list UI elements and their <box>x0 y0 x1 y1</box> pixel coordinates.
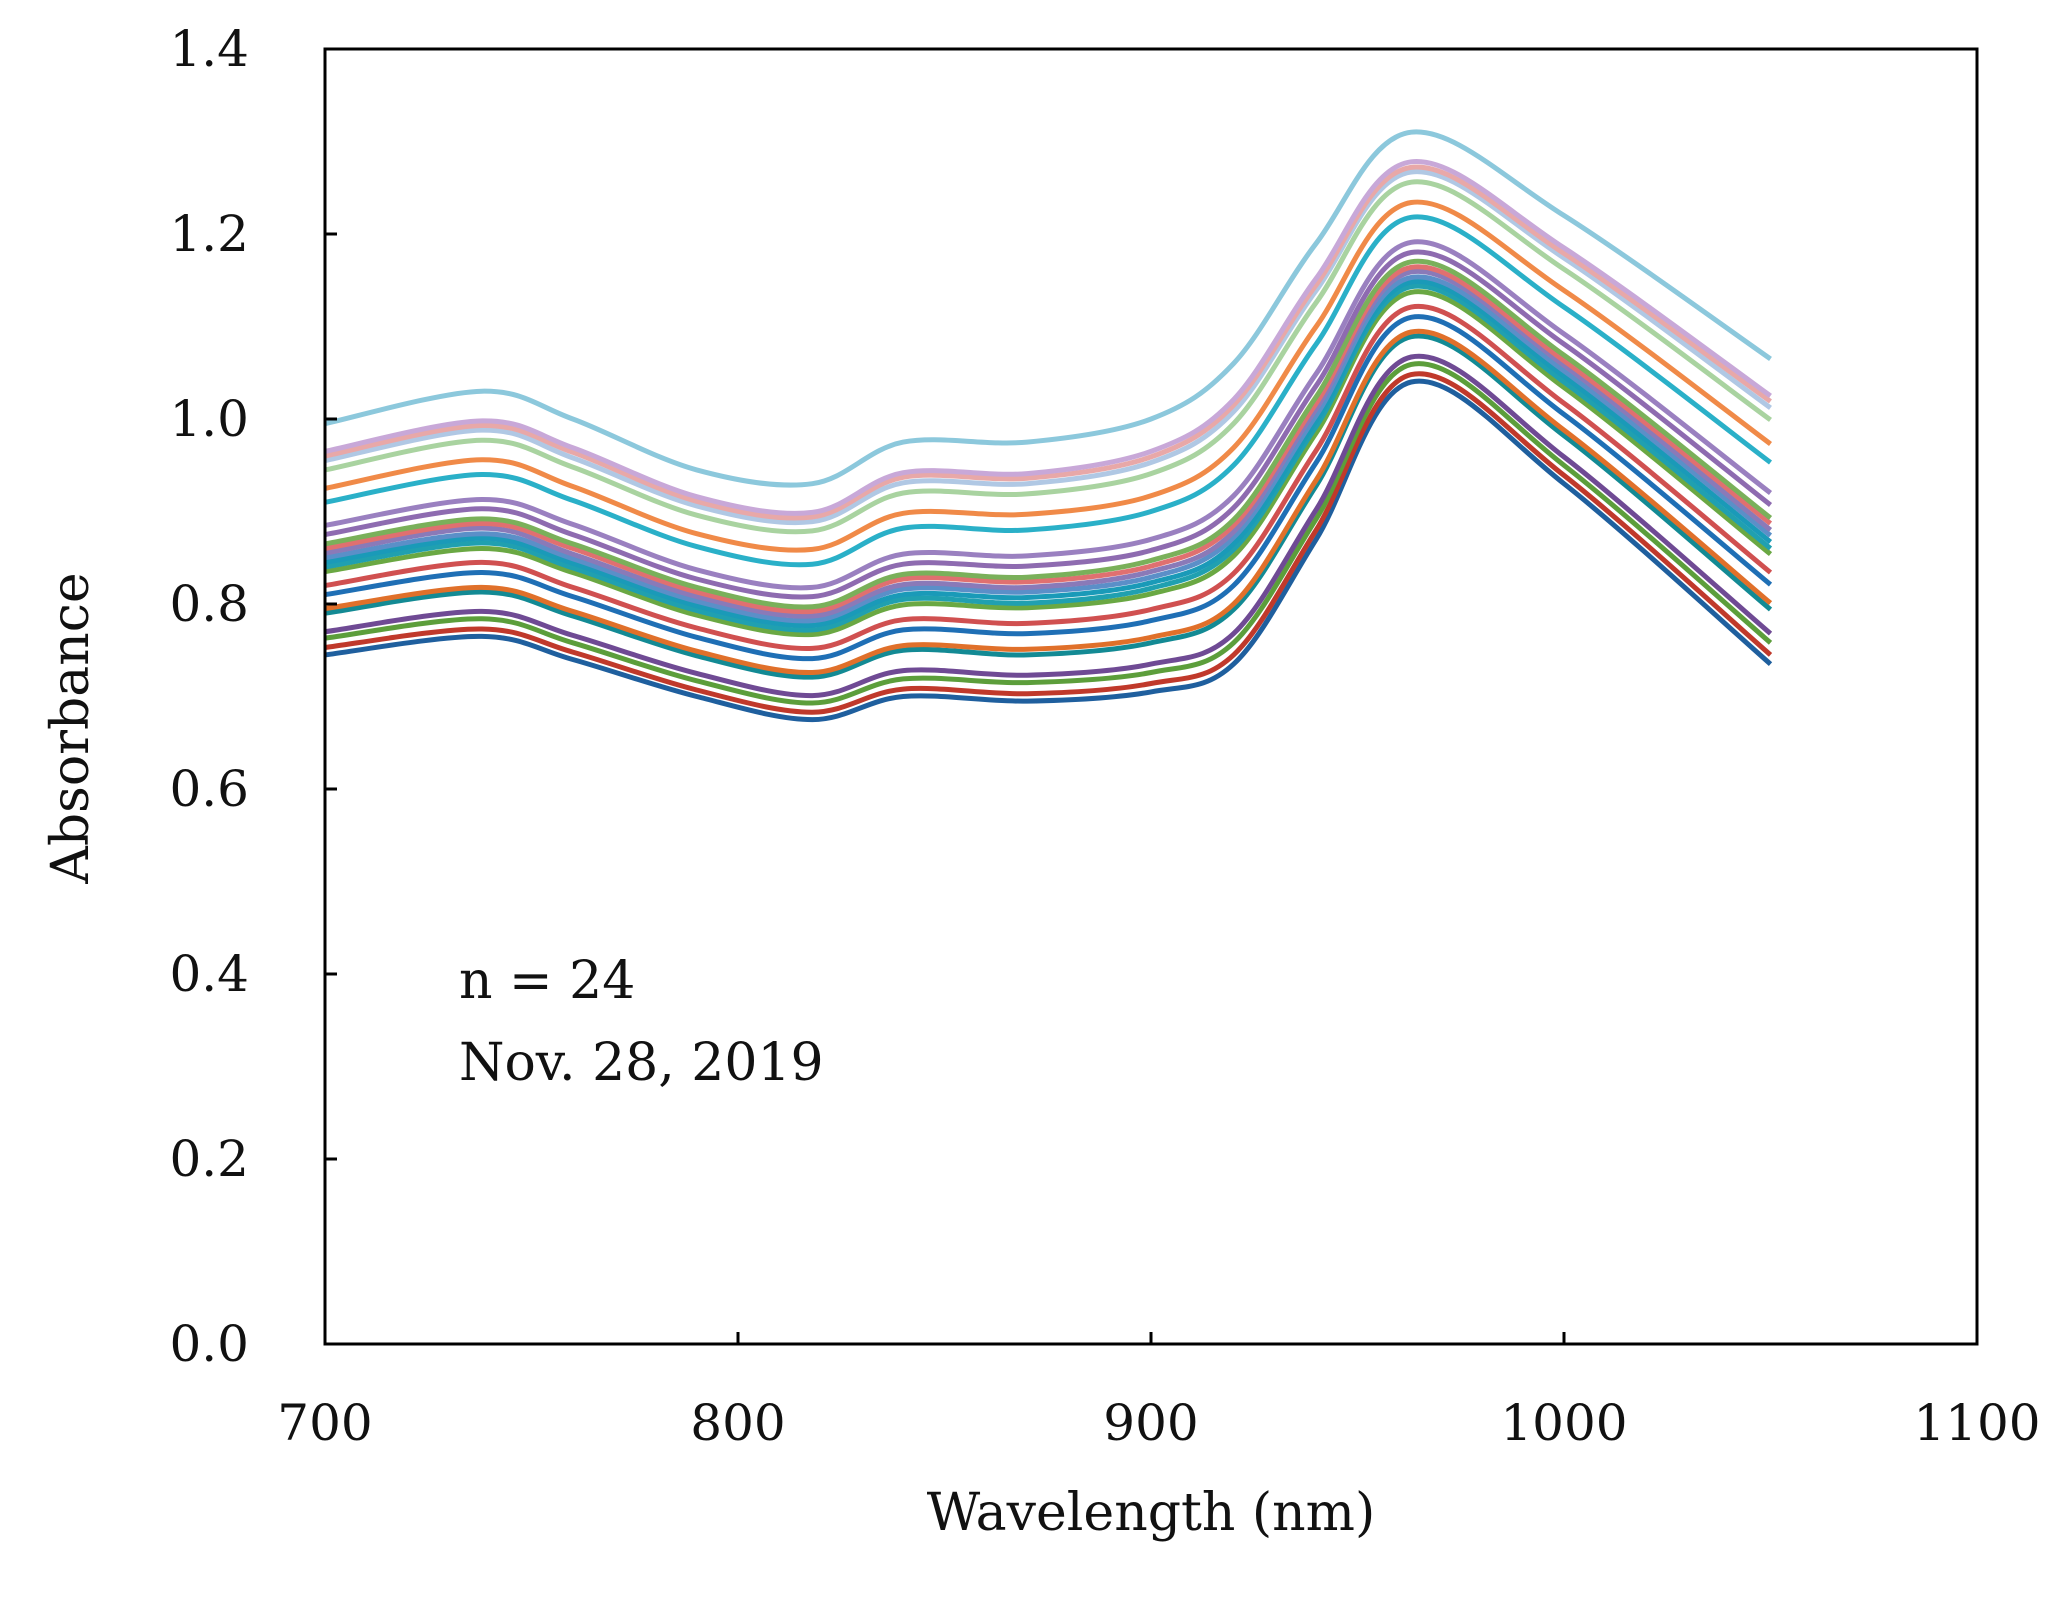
y-tick-label: 0.8 <box>169 575 249 633</box>
series-line-s12 <box>324 274 1773 624</box>
series-line-s4 <box>324 353 1773 699</box>
x-axis-label: Wavelength (nm) <box>927 1483 1376 1543</box>
x-tick-label: 1000 <box>1500 1394 1627 1452</box>
y-tick-label: 0.6 <box>169 760 249 818</box>
y-tick-label: 0.0 <box>169 1315 249 1373</box>
series-layer <box>324 129 1773 723</box>
series-line-s15 <box>324 258 1773 610</box>
series-line-s1 <box>324 378 1773 723</box>
series-line-s13 <box>324 268 1773 619</box>
x-tick-label: 700 <box>277 1394 372 1452</box>
y-tick-label: 0.4 <box>169 945 249 1003</box>
series-line-s11 <box>324 278 1773 628</box>
series-line-s14 <box>324 264 1773 615</box>
plot-frame <box>323 47 1979 1346</box>
series-line-s20 <box>324 179 1772 535</box>
series-line-s9 <box>324 289 1773 638</box>
series-line-s10 <box>324 283 1773 633</box>
series-line-s16 <box>324 249 1773 600</box>
series-line-s22 <box>324 164 1772 521</box>
y-tick-label: 1.4 <box>169 20 249 78</box>
y-tick-label: 1.0 <box>169 390 249 448</box>
y-axis-label: Absorbance <box>41 572 101 884</box>
series-line-s6 <box>324 328 1773 676</box>
y-tick-label: 0.2 <box>169 1130 249 1188</box>
ticks-layer: 0.0 0.2 0.4 0.6 0.8 1.0 1.2 1.4 700 800 900 1000 110… <box>169 20 2040 1452</box>
series-line-s5 <box>324 333 1773 680</box>
x-tick-label: 900 <box>1103 1394 1198 1452</box>
annotation-date: Nov. 28, 2019 <box>459 1033 824 1093</box>
series-line-s7 <box>324 314 1773 662</box>
annotation-n: n = 24 <box>459 951 635 1011</box>
series-line-s17 <box>324 239 1773 591</box>
y-tick-label: 1.2 <box>169 205 249 263</box>
series-line-s24 <box>324 129 1772 488</box>
x-tick-label: 800 <box>690 1394 785 1452</box>
series-line-s8 <box>324 303 1773 651</box>
x-tick-label: 1100 <box>1913 1394 2040 1452</box>
series-line-s3 <box>324 361 1773 706</box>
series-line-s21 <box>324 169 1772 526</box>
series-line-s2 <box>324 371 1773 715</box>
series-line-s18 <box>324 214 1773 568</box>
series-line-s23 <box>324 159 1772 516</box>
series-line-s19 <box>324 199 1772 553</box>
